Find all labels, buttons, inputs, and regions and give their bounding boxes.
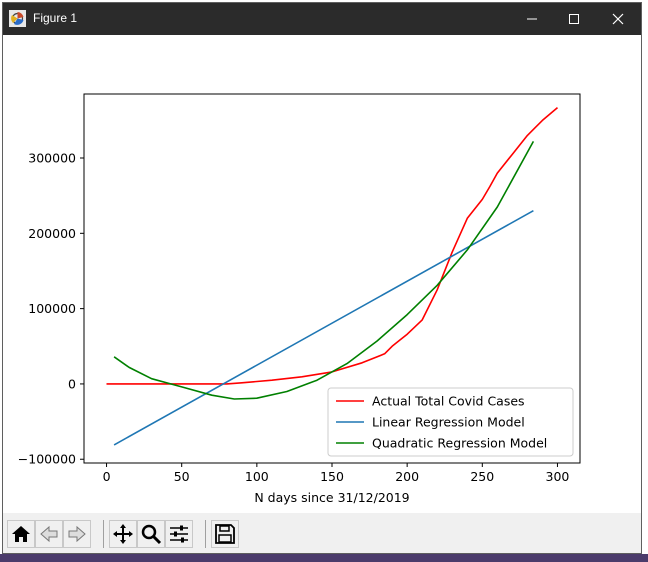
x-axis: 0 50 100 150 200 250 300: [103, 463, 570, 484]
x-tick-label: 150: [320, 469, 344, 484]
y-tick-label: 100000: [28, 301, 76, 316]
configure-subplots-button[interactable]: [165, 520, 193, 548]
window-title: Figure 1: [33, 11, 78, 25]
x-tick-label: 100: [245, 469, 269, 484]
save-icon: [215, 524, 235, 544]
maximize-icon: [569, 14, 579, 24]
chart-svg: 0 50 100 150 200 250 300 −100000 0 100000 200000 3…: [18, 93, 581, 505]
figure-window: Figure 1 0 50 100 150 200 250 300 −100000 0 1000…: [2, 2, 642, 554]
minimize-icon: [527, 18, 537, 20]
title-bar[interactable]: Figure 1: [3, 3, 641, 35]
series-line-3: [113, 141, 535, 400]
x-tick-label: 50: [174, 469, 190, 484]
legend-label: Actual Total Covid Cases: [372, 394, 525, 409]
pan-icon: [113, 524, 133, 544]
taskbar: [0, 554, 648, 562]
back-button[interactable]: [35, 520, 63, 548]
close-button[interactable]: [595, 3, 641, 35]
series-line-1: [106, 106, 559, 385]
y-tick-label: −100000: [18, 452, 76, 467]
maximize-button[interactable]: [551, 3, 597, 35]
zoom-button[interactable]: [137, 520, 165, 548]
series-line-2: [113, 210, 534, 446]
y-axis: −100000 0 100000 200000 300000: [18, 151, 84, 467]
background-window-edge: [642, 0, 648, 562]
y-tick-label: 0: [68, 376, 76, 391]
figure-canvas[interactable]: 0 50 100 150 200 250 300 −100000 0 100000 200000 3…: [3, 35, 641, 513]
x-tick-label: 250: [470, 469, 494, 484]
toolbar-separator: [103, 520, 104, 548]
legend: Actual Total Covid Cases Linear Regressio…: [327, 387, 574, 457]
x-axis-label: N days since 31/12/2019: [254, 490, 409, 505]
back-icon: [40, 525, 58, 543]
plot-lines: [106, 106, 559, 446]
close-icon: [612, 13, 624, 25]
legend-label: Quadratic Regression Model: [372, 436, 547, 451]
toolbar-separator: [205, 520, 206, 548]
home-icon: [12, 526, 30, 542]
forward-button[interactable]: [63, 520, 91, 548]
y-tick-label: 200000: [28, 226, 76, 241]
minimize-button[interactable]: [509, 3, 555, 35]
forward-icon: [68, 525, 86, 543]
legend-box: [327, 387, 574, 457]
configure-subplots-icon: [170, 525, 188, 543]
pan-button[interactable]: [109, 520, 137, 548]
save-button[interactable]: [211, 520, 239, 548]
figure-app-icon: [9, 10, 26, 27]
x-tick-label: 300: [546, 469, 570, 484]
y-tick-label: 300000: [28, 151, 76, 166]
legend-label: Linear Regression Model: [372, 415, 525, 430]
zoom-icon: [141, 524, 162, 545]
x-tick-label: 200: [395, 469, 419, 484]
home-button[interactable]: [7, 520, 35, 548]
navigation-toolbar: [3, 513, 641, 553]
x-tick-label: 0: [103, 469, 111, 484]
